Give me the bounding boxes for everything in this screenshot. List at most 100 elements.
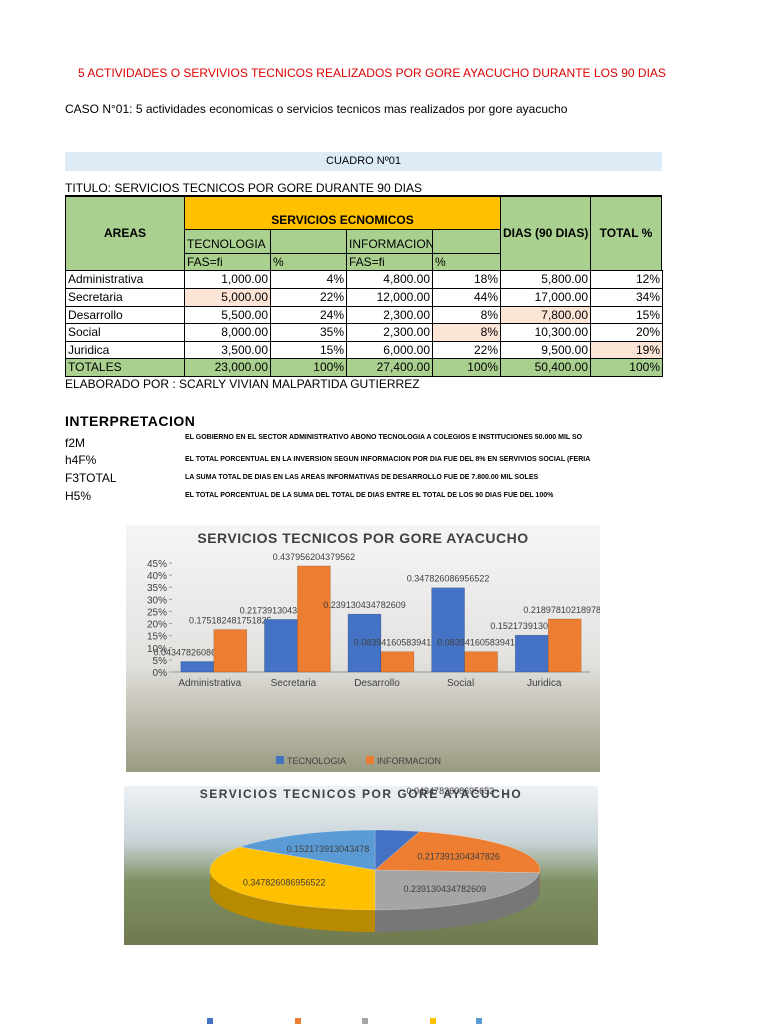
- table-cell: 20%: [590, 323, 663, 342]
- data-label: 0.437956204379562: [273, 552, 356, 562]
- x-tick-label: Social: [447, 678, 474, 689]
- author: ELABORADO POR : SCARLY VIVIAN MALPARTIDA…: [65, 377, 420, 391]
- table-cell: 9,500.00: [500, 341, 591, 359]
- doc-title: 5 ACTIVIDADES O SERVIVIOS TECNICOS REALI…: [78, 66, 666, 80]
- bar: [347, 613, 382, 673]
- legend-swatch: [430, 1018, 436, 1024]
- legend-swatch: [207, 1018, 213, 1024]
- pie-chart: SERVICIOS TECNICOS POR GORE AYACUCHO 0.0…: [124, 786, 598, 945]
- legend-swatch: [295, 1018, 301, 1024]
- legend-label: TECNOLOGIA: [287, 756, 346, 766]
- item-text: EL TOTAL PORCENTUAL DE LA SUMA DEL TOTAL…: [185, 492, 554, 499]
- pie-slice: [209, 846, 376, 911]
- case-text: CASO N°01: 5 actividades economicas o se…: [65, 102, 568, 116]
- section-heading: INTERPRETACION: [65, 413, 196, 429]
- table-cell: 5,500.00: [184, 306, 271, 324]
- y-tick-label: 40%: [147, 571, 167, 582]
- table-cell: 35%: [270, 323, 347, 342]
- pie-slice: [240, 829, 376, 871]
- table-cell: 34%: [590, 288, 663, 307]
- data-label: 0.0434782608695652: [154, 647, 242, 657]
- data-label: 0.217391304347826: [240, 605, 323, 615]
- y-tick-label: 20%: [147, 620, 167, 631]
- header-cell: TOTAL %: [590, 196, 662, 271]
- data-label: 0.347826086956522: [407, 574, 490, 584]
- header-cell: [432, 229, 501, 254]
- table-cell: 8%: [432, 306, 501, 324]
- item-label: h4F%: [65, 453, 97, 467]
- table-cell: 8,000.00: [184, 323, 271, 342]
- header-cell: FAS=fi: [346, 253, 433, 271]
- bar: [464, 651, 498, 673]
- y-tick-label: 0%: [153, 668, 168, 679]
- header-cell: AREAS: [65, 196, 185, 271]
- table-cell: Secretaria: [65, 288, 185, 307]
- data-label: 0.217391304347826: [417, 852, 500, 862]
- bar: [431, 587, 465, 673]
- table-cell: 4%: [270, 270, 347, 289]
- legend-swatch: [476, 1018, 482, 1024]
- table-cell: 15%: [590, 306, 663, 324]
- table-cell: 7,800.00: [500, 306, 591, 324]
- table-cell: 22%: [432, 341, 501, 359]
- header-cell: TECNOLOGIA: [184, 229, 271, 254]
- header-cell: DIAS (90 DIAS): [500, 196, 591, 271]
- table-cell: 3,500.00: [184, 341, 271, 359]
- y-tick-label: 25%: [147, 607, 167, 618]
- table-cell: 1,000.00: [184, 270, 271, 289]
- table-cell: 24%: [270, 306, 347, 324]
- header-cell: %: [432, 253, 501, 271]
- header-cell: %: [270, 253, 347, 271]
- data-label: 0.0839416058394161: [437, 638, 525, 648]
- item-label: F3TOTAL: [65, 471, 117, 485]
- pie-slice: [374, 831, 541, 873]
- data-label: 0.0839416058394161: [354, 638, 442, 648]
- bar: [180, 661, 215, 673]
- table-cell: 12%: [590, 270, 663, 289]
- header-cell: INFORMACION: [346, 229, 433, 254]
- data-label: 0.239130434782609: [404, 884, 487, 894]
- legend-swatch: [362, 1018, 368, 1024]
- table-caption: CUADRO Nº01: [65, 152, 662, 171]
- x-tick-label: Juridica: [527, 678, 562, 689]
- table-cell: 5,800.00: [500, 270, 591, 289]
- table-cell: 50,400.00: [500, 358, 591, 377]
- table-cell: 10,300.00: [500, 323, 591, 342]
- bar: [297, 565, 331, 673]
- table-cell: 100%: [270, 358, 347, 377]
- table-cell: Juridica: [65, 341, 185, 359]
- y-tick-label: 45%: [147, 559, 167, 570]
- data-label: 0.152173913043478: [490, 621, 573, 631]
- item-label: H5%: [65, 489, 92, 503]
- item-label: f2M: [65, 436, 86, 450]
- legend: [207, 1018, 482, 1024]
- table-cell: 2,300.00: [346, 306, 433, 324]
- table-cell: 44%: [432, 288, 501, 307]
- bar-chart: SERVICIOS TECNICOS POR GORE AYACUCHO 0%5…: [126, 525, 600, 772]
- y-tick-label: 30%: [147, 595, 167, 606]
- table-cell: 23,000.00: [184, 358, 271, 377]
- x-tick-label: Secretaria: [271, 678, 317, 689]
- table-cell: Desarrollo: [65, 306, 185, 324]
- data-label: 0.0434782608695652: [407, 786, 495, 796]
- legend-swatch: [366, 756, 374, 764]
- table-cell: 15%: [270, 341, 347, 359]
- data-label: 0.218978102189781: [523, 605, 600, 615]
- legend-label: INFORMACION: [377, 756, 441, 766]
- table-cell: 18%: [432, 270, 501, 289]
- bar: [514, 634, 549, 673]
- item-text: EL GOBIERNO EN EL SECTOR ADMINISTRATIVO …: [185, 434, 583, 441]
- table-cell: 4,800.00: [346, 270, 433, 289]
- header-cell: [270, 229, 347, 254]
- header-cell: FAS=fi: [184, 253, 271, 271]
- table-cell: Social: [65, 323, 185, 342]
- table-cell: Administrativa: [65, 270, 185, 289]
- table-cell: TOTALES: [65, 358, 185, 377]
- pie-slice: [374, 829, 421, 871]
- header-cell: SERVICIOS ECNOMICOS: [184, 196, 501, 230]
- table-cell: 5,000.00: [184, 288, 271, 307]
- table-cell: 6,000.00: [346, 341, 433, 359]
- table-cell: 17,000.00: [500, 288, 591, 307]
- table-cell: 8%: [432, 323, 501, 342]
